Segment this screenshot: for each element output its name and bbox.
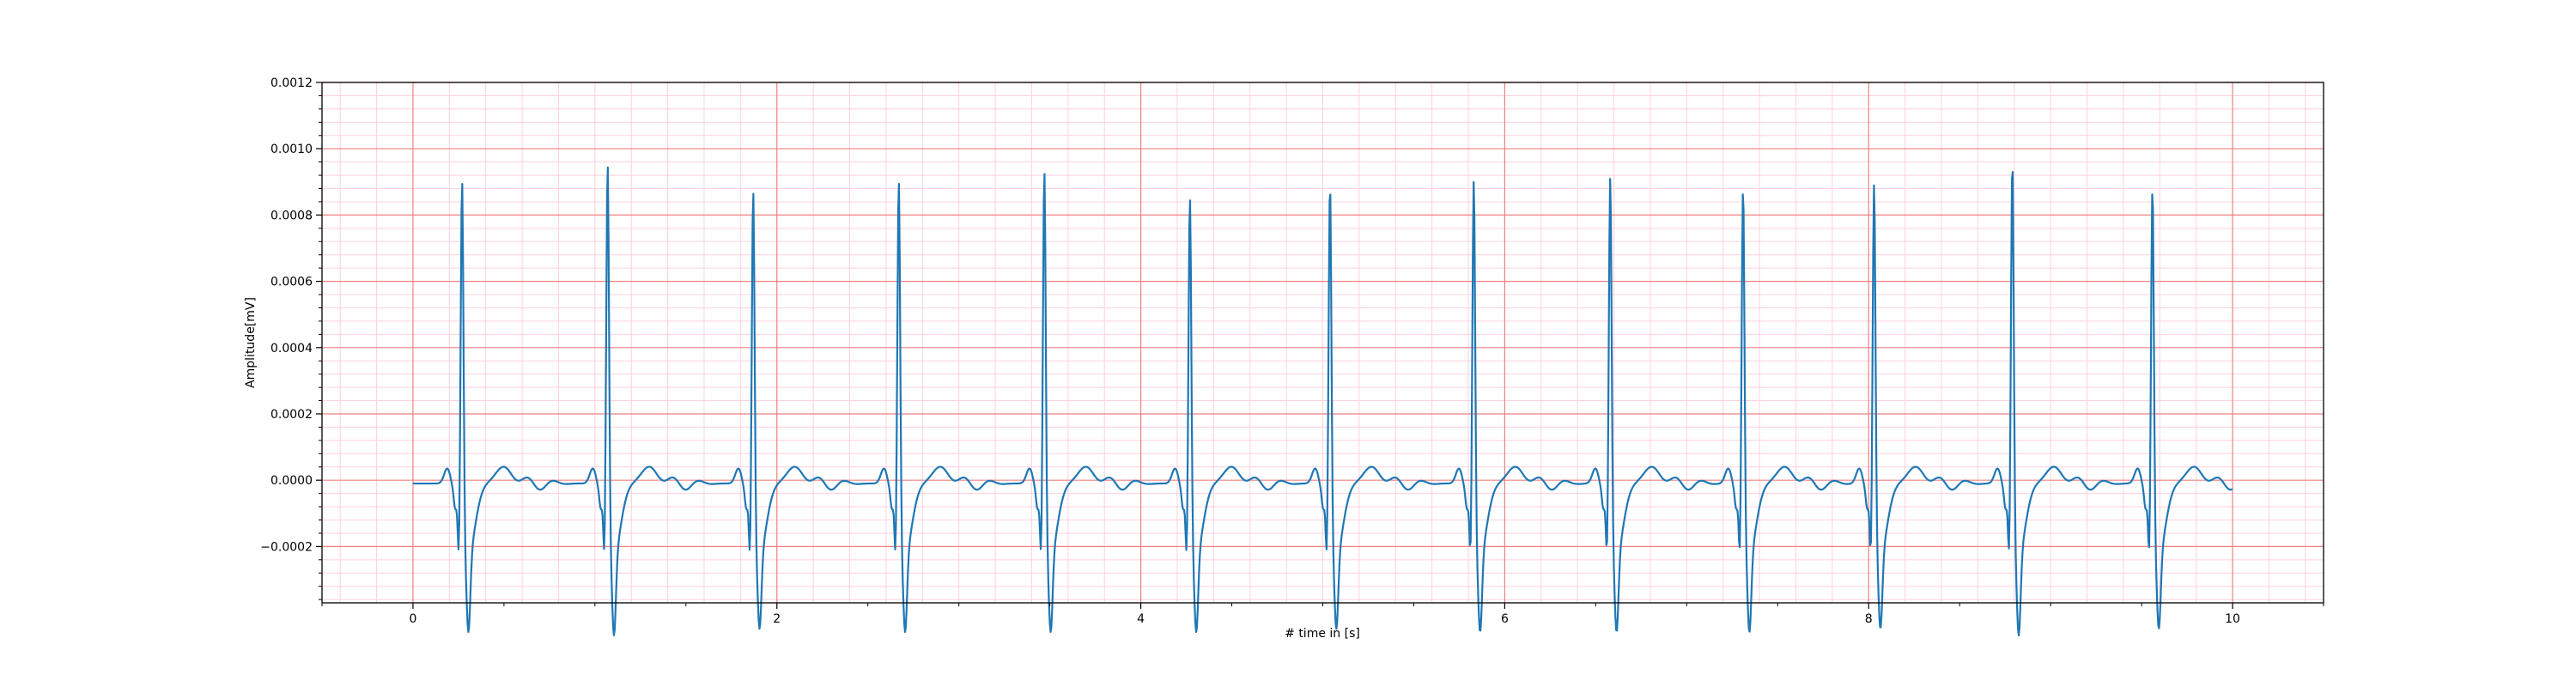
series-layer xyxy=(412,166,2233,637)
y-tick-label: 0.0004 xyxy=(270,342,313,356)
y-tick-label: 0.0000 xyxy=(270,474,313,488)
x-axis-label: # time in [s] xyxy=(1285,627,1360,641)
x-tick-label: 2 xyxy=(773,612,781,626)
x-tick-label: 10 xyxy=(2225,612,2240,626)
x-tick-label: 6 xyxy=(1501,612,1509,626)
y-tick-label: 0.0010 xyxy=(270,143,313,156)
x-tick-label: 0 xyxy=(409,612,416,626)
y-tick-label: 0.0012 xyxy=(270,76,313,90)
y-tick-label: −0.0002 xyxy=(260,540,313,554)
x-tick-label: 4 xyxy=(1137,612,1145,626)
minor-grid xyxy=(322,82,2324,603)
y-tick-label: 0.0002 xyxy=(270,408,313,422)
y-tick-label: 0.0006 xyxy=(270,276,313,289)
y-tick-label: 0.0008 xyxy=(270,209,313,222)
y-axis-label: Amplitude[mV] xyxy=(244,297,258,388)
ticks: 0 2 4 6 8 10 −0.0002 0.0000 0.0002 0.0004 0.0006 0.… xyxy=(260,76,2324,626)
ecg-series-line xyxy=(412,166,2233,637)
x-tick-label: 8 xyxy=(1865,612,1873,626)
